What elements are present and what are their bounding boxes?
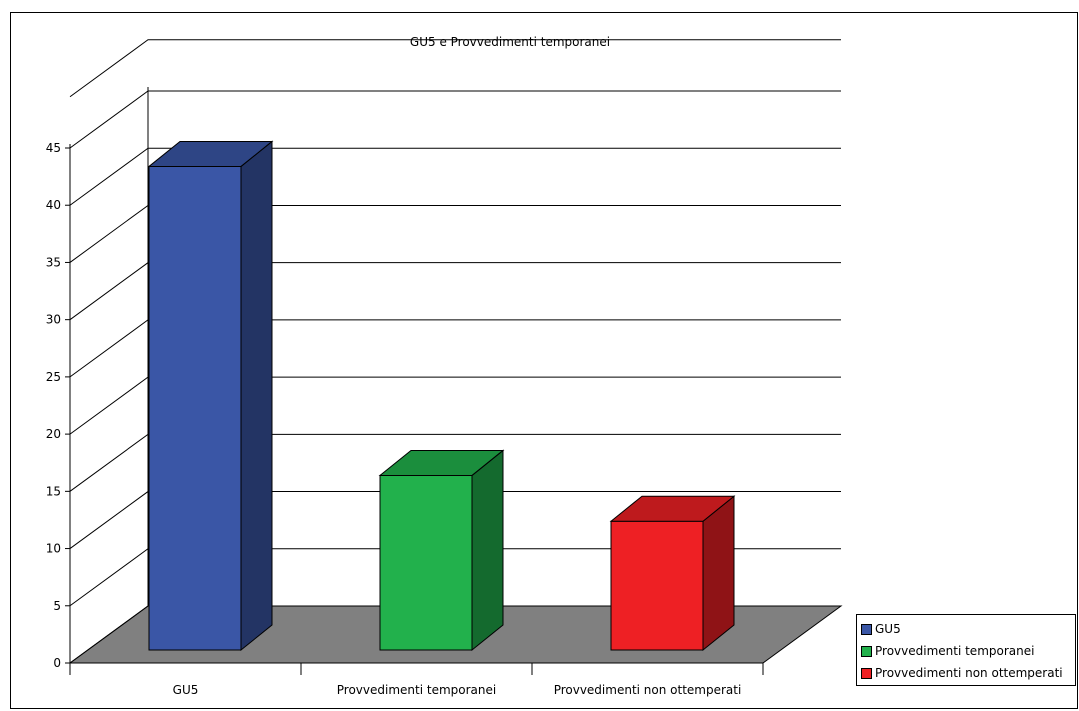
y-tick-label-15: 15 — [46, 484, 61, 498]
gridline-45 — [69, 90, 841, 149]
gridline-top — [69, 39, 841, 98]
y-tick-label-5: 5 — [53, 599, 61, 613]
legend-item-gu5: GU5 — [861, 618, 1075, 640]
legend: GU5 Provvedimenti temporanei Provvedimen… — [856, 614, 1076, 686]
gridline-30 — [69, 262, 841, 321]
bar-gu5-top — [147, 140, 274, 167]
x-tick-label-provvedimenti-temporanei: Provvedimenti temporanei — [337, 683, 496, 697]
bar-provvedimenti-temporanei — [378, 449, 505, 652]
y-tick-label-30: 30 — [46, 313, 61, 327]
legend-label-provvedimenti-temporanei: Provvedimenti temporanei — [875, 644, 1035, 658]
legend-swatch-provvedimenti-non-ottemperati — [861, 667, 872, 679]
y-tick-label-10: 10 — [46, 542, 61, 556]
gridline-35 — [69, 204, 841, 263]
bar-gu5-front — [148, 165, 242, 651]
y-tick-label-0: 0 — [53, 656, 61, 670]
y-tick-label-35: 35 — [46, 255, 61, 269]
bar-provvedimenti-temporanei-front — [379, 474, 473, 651]
gridline-15 — [69, 433, 841, 492]
chart-title: GU5 e Provvedimenti temporanei — [410, 35, 610, 49]
legend-item-provvedimenti-temporanei: Provvedimenti temporanei — [861, 640, 1075, 662]
legend-swatch-gu5 — [861, 623, 872, 635]
gridline-25 — [69, 319, 841, 378]
legend-label-gu5: GU5 — [875, 622, 901, 636]
bar-provvedimenti-temporanei-side — [471, 449, 504, 652]
legend-label-provvedimenti-non-ottemperati: Provvedimenti non ottemperati — [875, 666, 1063, 680]
bar-provvedimenti-non-ottemperati-side — [702, 495, 735, 652]
gridline-0 — [69, 605, 841, 664]
bar-gu5 — [147, 140, 274, 652]
y-tick-label-25: 25 — [46, 370, 61, 384]
gridline-5 — [69, 548, 841, 607]
legend-swatch-provvedimenti-temporanei — [861, 645, 872, 657]
bar-provvedimenti-non-ottemperati-top — [609, 495, 736, 522]
x-tick-label-provvedimenti-non-ottemperati: Provvedimenti non ottemperati — [554, 683, 742, 697]
gridline-10 — [69, 491, 841, 549]
y-tick-label-45: 45 — [46, 141, 61, 155]
y-tick-label-20: 20 — [46, 427, 61, 441]
bar-provvedimenti-temporanei-top — [378, 449, 505, 476]
gridline-40 — [69, 147, 841, 206]
y-tick-label-40: 40 — [46, 198, 61, 212]
bar-provvedimenti-non-ottemperati — [609, 495, 736, 652]
x-tick-label-gu5: GU5 — [173, 683, 199, 697]
bar-gu5-side — [240, 140, 273, 652]
bar-provvedimenti-non-ottemperati-front — [610, 520, 704, 651]
legend-item-provvedimenti-non-ottemperati: Provvedimenti non ottemperati — [861, 662, 1075, 684]
gridline-20 — [69, 376, 841, 435]
